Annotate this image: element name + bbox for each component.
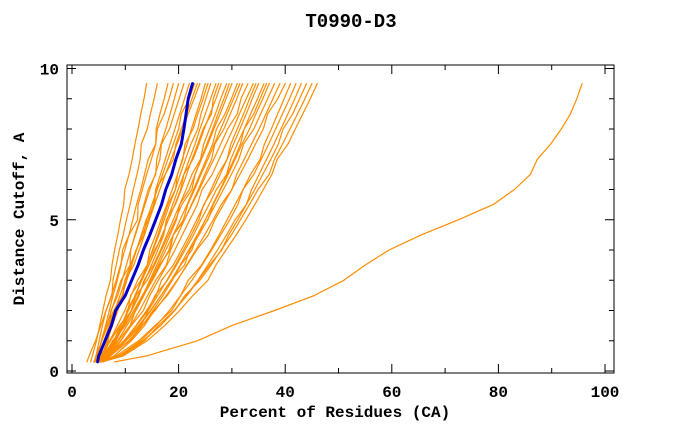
model-curve (100, 82, 254, 363)
x-tick-label: 40 (276, 384, 295, 402)
highlighted-model-curve (96, 82, 194, 364)
model-curve (96, 82, 286, 363)
model-curve (95, 82, 297, 363)
model-curve (95, 82, 233, 363)
x-tick-label: 80 (489, 384, 508, 402)
x-tick-label: 60 (382, 384, 401, 402)
y-axis-label: Distance Cutoff, A (11, 132, 29, 306)
y-tick-label: 0 (49, 364, 59, 382)
model-curve (93, 82, 222, 363)
model-curve (95, 82, 169, 363)
model-curve (100, 82, 318, 363)
model-curve (101, 82, 302, 363)
model-curve (101, 82, 281, 363)
x-axis-label: Percent of Residues (CA) (219, 404, 451, 422)
model-curve (98, 82, 228, 363)
plot-box (66, 64, 615, 374)
plot-title: T0990-D3 (305, 11, 397, 33)
model-curve (102, 82, 244, 363)
model-curve (99, 82, 238, 363)
model-curve (96, 82, 313, 363)
model-curve (94, 82, 209, 363)
model-curve (101, 82, 230, 363)
y-tick-label: 5 (49, 213, 59, 231)
model-curve (99, 82, 260, 363)
model-curve (97, 82, 257, 363)
model-curve (94, 82, 185, 363)
model-curve (86, 82, 174, 363)
model-curve (93, 82, 158, 363)
x-tick-label: 0 (67, 384, 77, 402)
model-curve (113, 82, 583, 363)
y-tick-label: 10 (40, 62, 59, 80)
model-curve (94, 82, 276, 363)
model-curve (94, 82, 249, 363)
x-tick-label: 20 (169, 384, 188, 402)
x-tick-label: 100 (591, 384, 620, 402)
model-curve (93, 82, 201, 363)
model-curve (90, 82, 148, 363)
